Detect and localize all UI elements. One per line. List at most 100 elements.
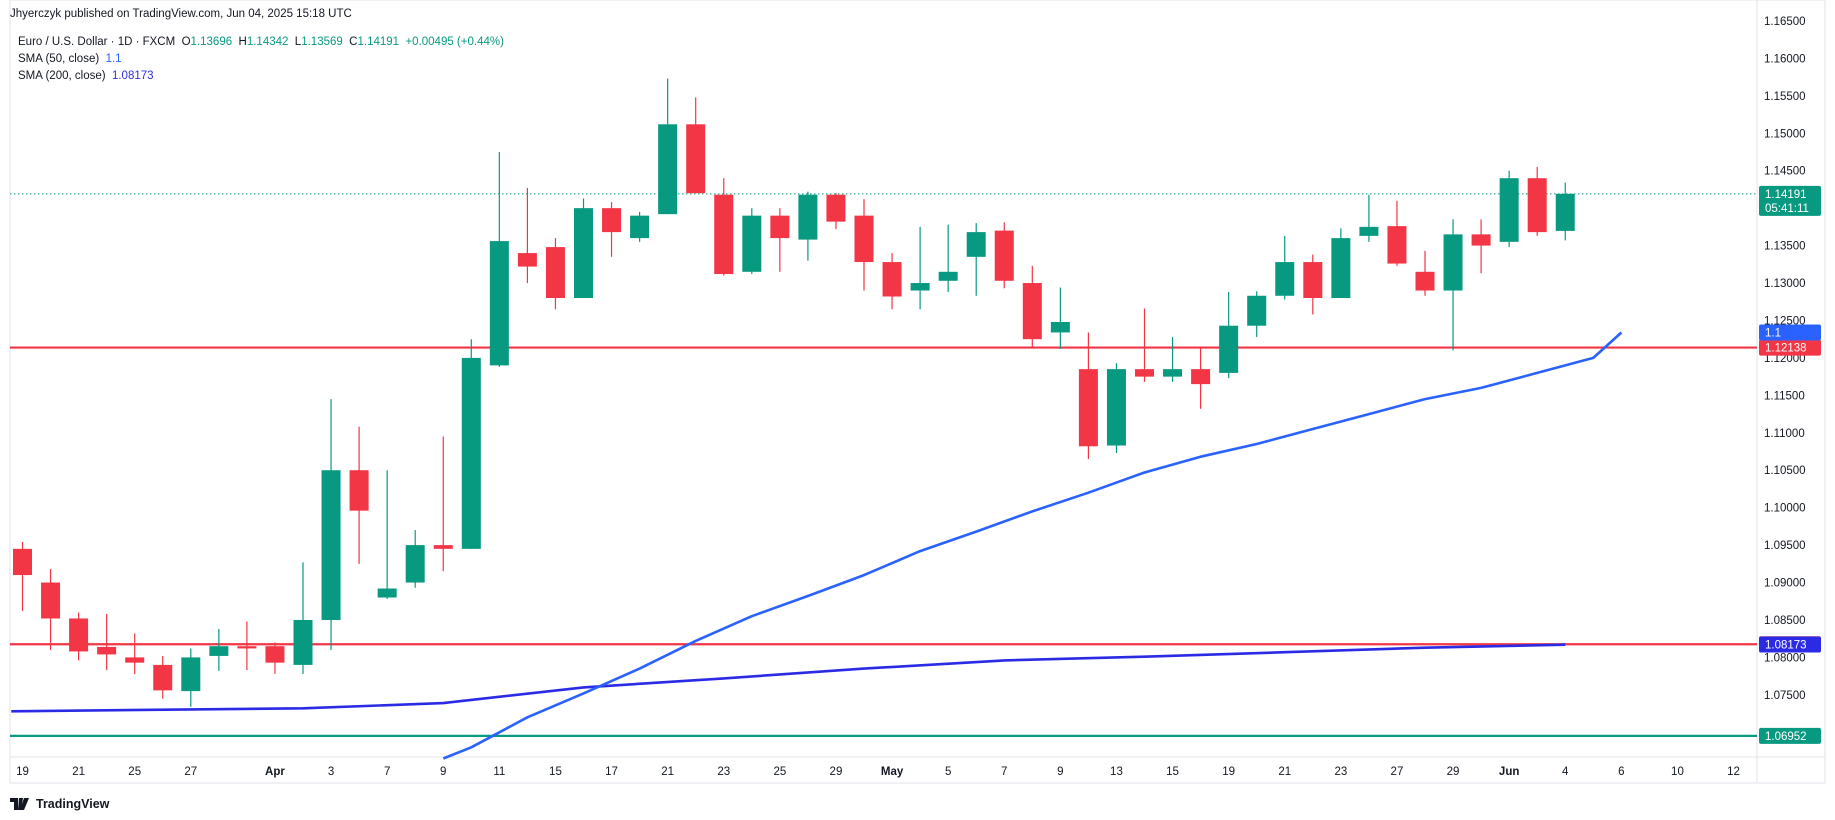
candle[interactable] bbox=[125, 633, 145, 674]
candle[interactable] bbox=[1471, 219, 1491, 274]
candle[interactable] bbox=[349, 426, 369, 564]
candle[interactable] bbox=[209, 628, 229, 671]
tradingview-logo[interactable]: TradingView bbox=[10, 797, 109, 811]
candle[interactable] bbox=[265, 642, 285, 674]
candle[interactable] bbox=[1106, 363, 1126, 454]
candle[interactable] bbox=[574, 198, 593, 299]
candle[interactable] bbox=[69, 612, 89, 661]
candle[interactable] bbox=[798, 191, 818, 261]
candle[interactable] bbox=[517, 187, 537, 284]
sma-price-tag-bg bbox=[1759, 324, 1821, 341]
candle[interactable] bbox=[742, 208, 762, 275]
level-price-tag-bg bbox=[1759, 339, 1821, 356]
candle[interactable] bbox=[293, 562, 313, 674]
price-tick-label: 1.10000 bbox=[1764, 503, 1806, 515]
candle[interactable] bbox=[910, 226, 930, 310]
candle[interactable] bbox=[41, 569, 61, 650]
candle-body bbox=[1022, 283, 1042, 340]
candle[interactable] bbox=[433, 436, 453, 572]
candle[interactable] bbox=[686, 97, 706, 194]
candle[interactable] bbox=[1078, 332, 1098, 459]
ohlc-change: +0.00495 (+0.44%) bbox=[405, 36, 504, 48]
candle-body bbox=[489, 241, 509, 366]
price-tick-label: 1.12000 bbox=[1764, 353, 1806, 365]
level-price-tag-text: 1.12138 bbox=[1765, 343, 1807, 355]
candle[interactable] bbox=[489, 151, 509, 367]
candle[interactable] bbox=[658, 78, 678, 215]
candle-body bbox=[854, 215, 874, 263]
candle[interactable] bbox=[1555, 182, 1575, 241]
price-tick-label: 1.09000 bbox=[1764, 578, 1806, 590]
candle-body bbox=[1443, 234, 1463, 291]
sma-price-tag-text: 1.1 bbox=[1765, 327, 1781, 339]
candle[interactable] bbox=[237, 621, 257, 671]
candle[interactable] bbox=[545, 238, 565, 310]
candle-body bbox=[321, 470, 341, 620]
price-tick-label: 1.09500 bbox=[1764, 540, 1806, 552]
candle-body bbox=[377, 588, 397, 598]
ohlc-close: 1.14191 bbox=[357, 36, 400, 48]
candle-body bbox=[994, 230, 1014, 281]
price-tick-label: 1.07500 bbox=[1764, 690, 1806, 702]
candle[interactable] bbox=[966, 223, 986, 296]
symbol-title: Euro / U.S. Dollar · 1D · FXCM bbox=[18, 36, 176, 48]
candle[interactable] bbox=[13, 542, 32, 611]
sma200-legend-row[interactable]: SMA (200, close) 1.08173 bbox=[18, 68, 504, 85]
candle[interactable] bbox=[938, 224, 958, 293]
price-tick-label: 1.08500 bbox=[1764, 615, 1806, 627]
candle-body bbox=[966, 232, 986, 257]
candle[interactable] bbox=[1163, 336, 1183, 382]
level-price-tag-text: 1.06952 bbox=[1765, 731, 1807, 743]
candle[interactable] bbox=[1247, 291, 1267, 337]
price-tick-label: 1.15000 bbox=[1764, 128, 1806, 140]
sma-price-tag-text: 1.08173 bbox=[1765, 639, 1807, 651]
candle-body bbox=[1078, 369, 1098, 447]
candle[interactable] bbox=[1499, 170, 1519, 248]
candle[interactable] bbox=[1191, 348, 1211, 409]
candle-body bbox=[265, 646, 285, 663]
candle[interactable] bbox=[882, 253, 902, 310]
candle[interactable] bbox=[714, 178, 734, 276]
candle-body bbox=[461, 357, 481, 549]
date-tick-label: 12 bbox=[1727, 766, 1740, 778]
candle[interactable] bbox=[405, 530, 425, 588]
candle[interactable] bbox=[1022, 265, 1042, 349]
candle[interactable] bbox=[1219, 292, 1239, 379]
candle[interactable] bbox=[181, 648, 201, 707]
candle[interactable] bbox=[1050, 287, 1070, 349]
ohlc-open-label: O bbox=[181, 36, 191, 48]
candle[interactable] bbox=[461, 339, 481, 549]
sma50-legend-row[interactable]: SMA (50, close) 1.1 bbox=[18, 51, 504, 68]
candle-body bbox=[13, 548, 32, 576]
candle[interactable] bbox=[97, 613, 117, 671]
candle[interactable] bbox=[1387, 200, 1407, 266]
candle[interactable] bbox=[854, 199, 874, 291]
candle[interactable] bbox=[1527, 166, 1547, 236]
candle[interactable] bbox=[1415, 250, 1435, 296]
price-axis[interactable]: 1.165001.160001.155001.150001.145001.140… bbox=[1759, 16, 1821, 744]
candle[interactable] bbox=[630, 211, 650, 242]
plot-area bbox=[9, 0, 1826, 784]
candle[interactable] bbox=[377, 470, 397, 600]
candle[interactable] bbox=[770, 208, 790, 272]
date-tick-label: 9 bbox=[440, 766, 446, 778]
candle[interactable] bbox=[1275, 235, 1295, 300]
candle[interactable] bbox=[1443, 219, 1463, 351]
candle[interactable] bbox=[826, 193, 846, 230]
candle[interactable] bbox=[994, 222, 1014, 289]
candle[interactable] bbox=[153, 655, 173, 699]
candle[interactable] bbox=[1135, 308, 1154, 382]
candle[interactable] bbox=[321, 399, 341, 650]
candle[interactable] bbox=[1359, 194, 1379, 242]
candle[interactable] bbox=[1303, 254, 1323, 315]
candle-body bbox=[630, 215, 650, 239]
date-tick-label: May bbox=[881, 766, 904, 778]
candle-body bbox=[349, 470, 369, 511]
date-tick-label: 17 bbox=[605, 766, 618, 778]
candle[interactable] bbox=[602, 202, 622, 257]
candle-body bbox=[714, 194, 734, 275]
candle[interactable] bbox=[1331, 228, 1351, 299]
time-axis[interactable]: 19 21 25 27 Apr 3 7 9 11 15 17 21 23 25 29 May 5 7 9 13 15 19… bbox=[16, 766, 1740, 778]
candle-body bbox=[1275, 262, 1295, 296]
